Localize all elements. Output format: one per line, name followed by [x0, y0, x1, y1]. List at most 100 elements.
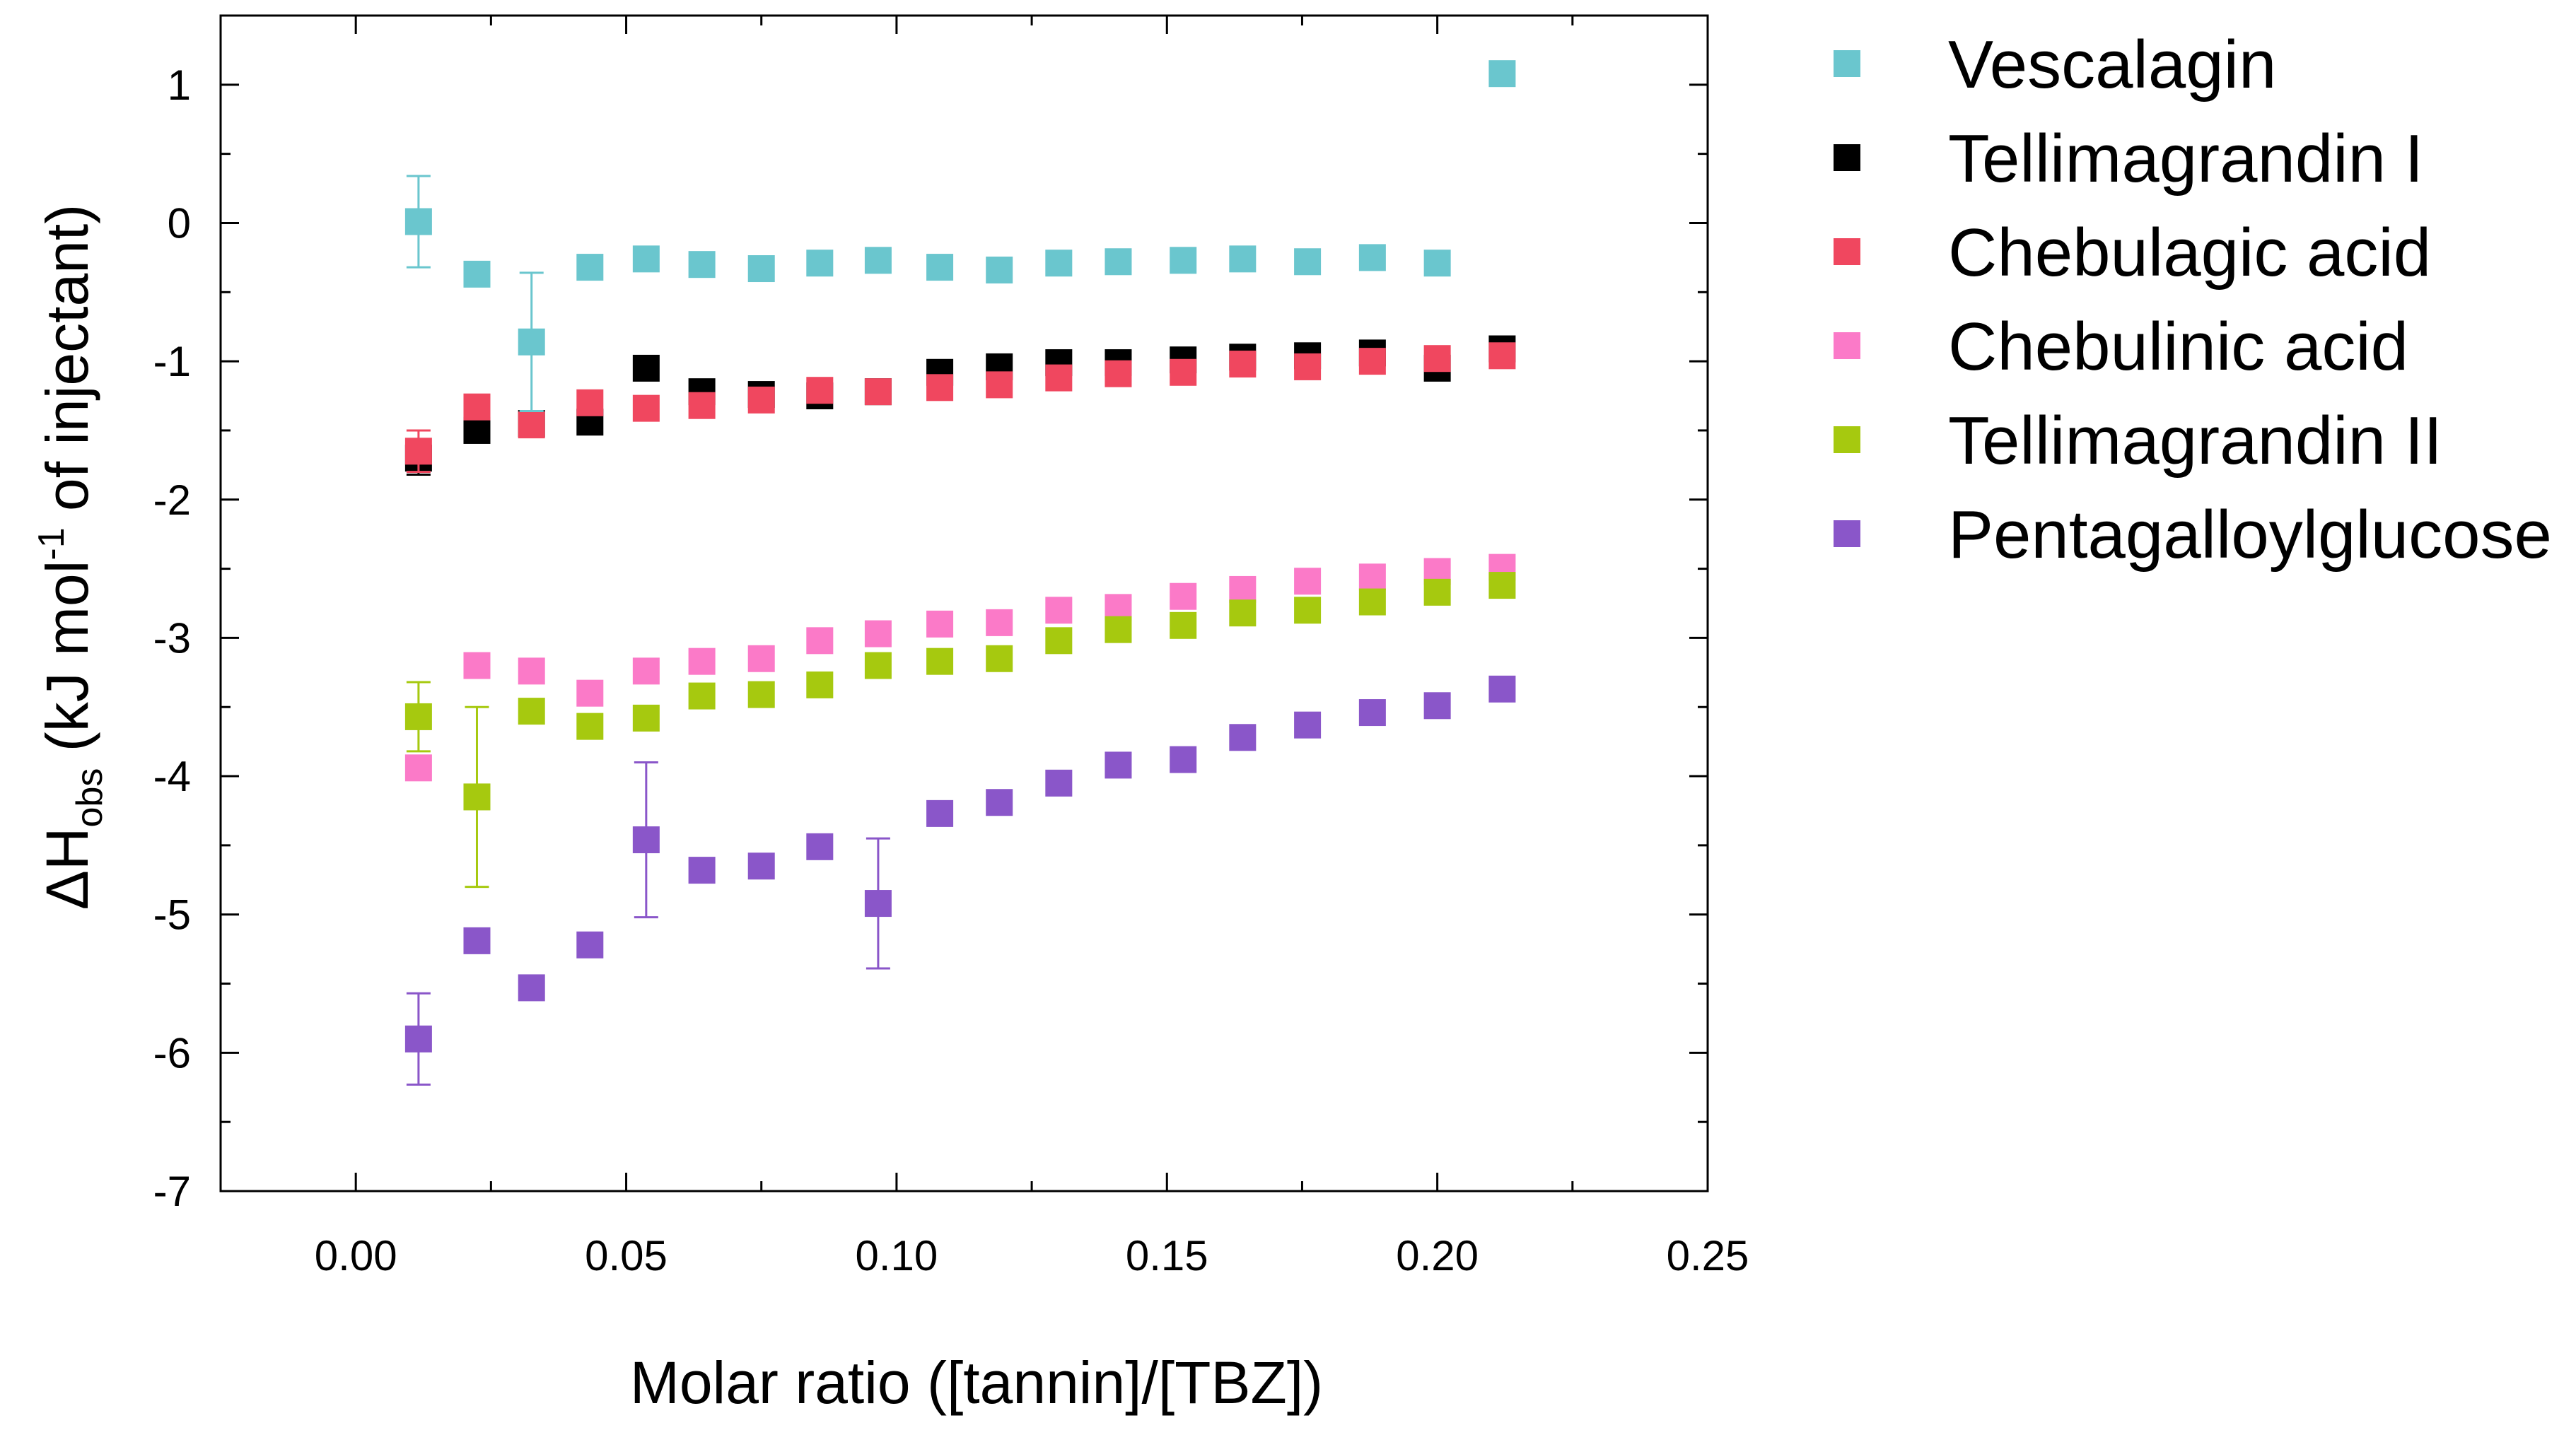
data-point	[986, 371, 1013, 399]
y-tick-label: -6	[153, 1029, 191, 1077]
data-point	[1045, 250, 1073, 277]
data-point	[806, 671, 834, 698]
y-axis-title-suffix: of injectant)	[34, 204, 100, 528]
data-point	[1294, 711, 1322, 739]
data-point	[806, 833, 834, 860]
data-point	[1229, 599, 1257, 627]
legend-swatch	[1834, 520, 1860, 547]
data-point	[404, 208, 432, 235]
data-point	[1294, 568, 1322, 595]
legend-label: Chebulinic acid	[1948, 309, 2408, 385]
data-point	[864, 378, 892, 406]
data-point	[1294, 597, 1322, 624]
data-point	[864, 247, 892, 274]
legend-item: Vescalagin	[1834, 27, 2276, 102]
data-point	[1358, 563, 1386, 591]
legend-item: Tellimagrandin I	[1834, 121, 2423, 197]
y-axis-title-superscript: -1	[31, 527, 72, 560]
tick-labels: 0.00 0.05 0.10 0.15 0.20 0.25 1 0 -1 -2 -3 -4 -5 -6 -7	[153, 61, 1749, 1279]
data-point	[1488, 675, 1516, 703]
legend-swatch	[1834, 332, 1860, 359]
legend-item: Pentagalloylglucose	[1834, 497, 2552, 573]
data-point	[688, 682, 716, 710]
y-axis-title: ΔHobs (kJ mol-1 of injectant)	[31, 204, 110, 910]
y-axis-title-subscript: obs	[69, 768, 110, 828]
legend-item: Chebulagic acid	[1834, 215, 2431, 291]
legend-label: Tellimagrandin II	[1948, 403, 2442, 479]
data-point	[518, 974, 545, 1002]
legend: Vescalagin Tellimagrandin I Chebulagic aci…	[1834, 27, 2552, 573]
data-point	[747, 386, 775, 414]
data-point	[576, 713, 604, 740]
series-chebulinic-acid	[404, 553, 1516, 782]
data-point	[747, 681, 775, 708]
data-point	[747, 852, 775, 880]
data-point	[1170, 358, 1197, 386]
y-axis-title-middle: (kJ mol	[34, 561, 100, 768]
data-point	[986, 256, 1013, 283]
series-tellimagrandin-i	[404, 335, 1516, 476]
data-point	[1229, 575, 1257, 603]
data-point	[1423, 692, 1451, 720]
data-point	[864, 652, 892, 679]
legend-swatch	[1834, 238, 1860, 265]
data-point	[1358, 348, 1386, 375]
data-point	[1170, 611, 1197, 639]
series-vescalagin	[404, 60, 1516, 413]
plot-frame	[219, 14, 1709, 1192]
series-chebulagic-acid	[404, 342, 1516, 474]
data-point	[688, 857, 716, 884]
data-point	[1045, 364, 1073, 392]
data-point	[926, 610, 954, 638]
data-point	[518, 657, 545, 685]
data-point	[1170, 247, 1197, 274]
data-point	[518, 411, 545, 439]
legend-label: Chebulagic acid	[1948, 215, 2431, 291]
y-tick-label: -1	[153, 338, 191, 385]
y-tick-label: -3	[153, 614, 191, 662]
y-tick-label: -2	[153, 476, 191, 524]
data-point	[1423, 250, 1451, 277]
y-tick-label: -7	[153, 1168, 191, 1215]
data-point	[404, 438, 432, 465]
x-tick-label: 0.10	[856, 1232, 938, 1279]
data-point	[806, 250, 834, 277]
data-point	[1045, 769, 1073, 797]
data-point	[463, 652, 491, 679]
data-point	[1423, 345, 1451, 373]
data-point	[1170, 582, 1197, 610]
data-point	[404, 1025, 432, 1053]
data-point	[463, 393, 491, 421]
legend-label: Pentagalloylglucose	[1948, 497, 2552, 573]
data-point	[632, 354, 660, 382]
data-point	[806, 377, 834, 404]
data-point	[1488, 60, 1516, 88]
data-point	[1045, 627, 1073, 655]
data-point	[632, 657, 660, 685]
legend-item: Chebulinic acid	[1834, 309, 2408, 385]
series-pentagalloylglucose	[404, 675, 1516, 1086]
data-point	[986, 609, 1013, 636]
data-point	[806, 627, 834, 655]
data-point	[926, 254, 954, 281]
data-point	[688, 251, 716, 279]
data-point	[1294, 353, 1322, 380]
legend-label: Tellimagrandin I	[1948, 121, 2423, 197]
data-point	[1105, 360, 1132, 387]
data-point	[632, 704, 660, 732]
x-tick-label: 0.15	[1126, 1232, 1208, 1279]
data-point	[926, 647, 954, 675]
data-point	[1229, 351, 1257, 378]
data-point	[1358, 588, 1386, 616]
data-point	[864, 620, 892, 647]
data-point	[1488, 342, 1516, 370]
x-axis-title: Molar ratio ([tannin]/[TBZ])	[630, 1349, 1323, 1416]
y-tick-label: 0	[168, 199, 191, 247]
data-marks	[404, 60, 1516, 1086]
y-axis-title-prefix: ΔH	[34, 827, 100, 910]
series-tellimagrandin-ii	[404, 572, 1516, 889]
data-point	[1105, 616, 1132, 643]
data-point	[463, 783, 491, 811]
axis-ticks	[219, 14, 1709, 1192]
